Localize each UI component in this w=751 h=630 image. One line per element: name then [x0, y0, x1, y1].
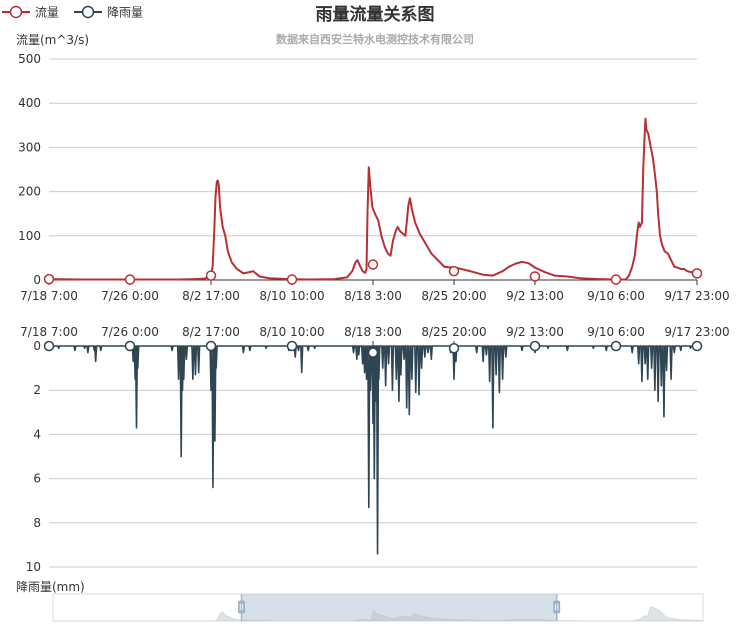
- bottom-grid: [49, 389, 697, 568]
- flow-point: [367, 259, 379, 270]
- bottom-x-tick-label: 9/10 6:00: [587, 325, 645, 339]
- flow-point: [43, 273, 55, 285]
- legend-item-flow[interactable]: 流量: [2, 6, 59, 20]
- bottom-y-tick-label: 0: [33, 339, 41, 353]
- top-axes: 0 100 200 300 400 500 7/18 7:00 7/26 0:00 8/2 17…: [18, 52, 730, 303]
- rainfall-point: [124, 340, 136, 352]
- legend-rainfall-marker: [81, 5, 95, 19]
- top-x-tick-label: 8/2 17:00: [182, 289, 240, 303]
- bottom-x-tick-label: 8/2 17:00: [182, 325, 240, 339]
- zoom-handle-end[interactable]: [553, 594, 561, 621]
- rainfall-line: [49, 345, 697, 555]
- top-x-tick-label: 7/18 7:00: [20, 289, 78, 303]
- rainfall-series: [43, 340, 703, 555]
- bottom-x-tick-label: 8/10 10:00: [259, 325, 324, 339]
- rainfall-point: [43, 340, 55, 352]
- top-x-tick-label: 8/10 10:00: [259, 289, 324, 303]
- legend-rainfall-label: 降雨量: [107, 6, 143, 20]
- top-y-tick-label: 300: [18, 140, 41, 154]
- top-x-tick-label: 9/17 23:00: [664, 289, 729, 303]
- rainfall-point: [286, 340, 298, 352]
- rainfall-point: [691, 340, 703, 352]
- rainfall-point: [448, 342, 460, 354]
- data-zoom-slider[interactable]: [52, 593, 704, 622]
- bottom-x-tick-label: 8/18 3:00: [344, 325, 402, 339]
- chart-title: 雨量流量关系图: [316, 4, 435, 25]
- top-grid: [49, 58, 697, 237]
- bottom-y-axis-label: 降雨量(mm): [16, 580, 85, 594]
- top-x-tick-label: 9/2 13:00: [506, 289, 564, 303]
- flow-point: [448, 265, 460, 277]
- bottom-x-tick-label: 8/25 20:00: [421, 325, 486, 339]
- rainfall-point: [205, 340, 217, 352]
- zoom-handle-grip: [238, 600, 245, 614]
- rainfall-point: [610, 340, 622, 352]
- legend-flow-marker: [9, 5, 23, 19]
- flow-line: [48, 117, 698, 281]
- flow-point: [691, 268, 703, 279]
- bottom-x-tick-label: 7/26 0:00: [101, 325, 159, 339]
- bottom-y-tick-label: 10: [26, 560, 41, 574]
- bottom-y-tick-label: 2: [33, 383, 41, 397]
- bottom-y-tick-label: 4: [33, 427, 41, 441]
- top-y-tick-label: 0: [33, 273, 41, 287]
- zoom-handle-grip: [553, 600, 561, 614]
- zoom-window[interactable]: [241, 594, 557, 621]
- rainfall-point: [367, 347, 379, 358]
- legend[interactable]: 流量 降雨量: [2, 6, 143, 20]
- bottom-x-tick-label: 9/17 23:00: [664, 325, 729, 339]
- top-x-tick-label: 8/25 20:00: [421, 289, 486, 303]
- flow-point: [286, 274, 298, 285]
- top-y-tick-label: 100: [18, 229, 41, 243]
- flow-point: [529, 271, 541, 282]
- legend-flow-label: 流量: [35, 6, 59, 20]
- bottom-x-tick-label: 7/18 7:00: [20, 325, 78, 339]
- top-y-tick-label: 400: [18, 96, 41, 110]
- top-x-tick-label: 7/26 0:00: [101, 289, 159, 303]
- top-y-tick-label: 500: [18, 52, 41, 66]
- chart-subtitle: 数据来自西安兰特水电测控技术有限公司: [276, 32, 474, 46]
- flow-point: [124, 274, 136, 285]
- zoom-preview-area: [52, 605, 704, 622]
- top-y-axis-label: 流量(m^3/s): [16, 33, 89, 47]
- flow-point: [205, 270, 217, 281]
- flow-point: [610, 274, 622, 285]
- top-y-tick-label: 200: [18, 185, 41, 199]
- legend-item-rainfall[interactable]: 降雨量: [74, 6, 143, 20]
- flow-series: [43, 117, 703, 285]
- bottom-x-tick-label: 9/2 13:00: [506, 325, 564, 339]
- top-x-tick-label: 8/18 3:00: [344, 289, 402, 303]
- bottom-y-tick-label: 6: [33, 472, 41, 486]
- rainfall-point: [529, 340, 541, 352]
- top-x-tick-label: 9/10 6:00: [587, 289, 645, 303]
- zoom-handle-start[interactable]: [238, 594, 245, 621]
- bottom-y-tick-label: 8: [33, 516, 41, 530]
